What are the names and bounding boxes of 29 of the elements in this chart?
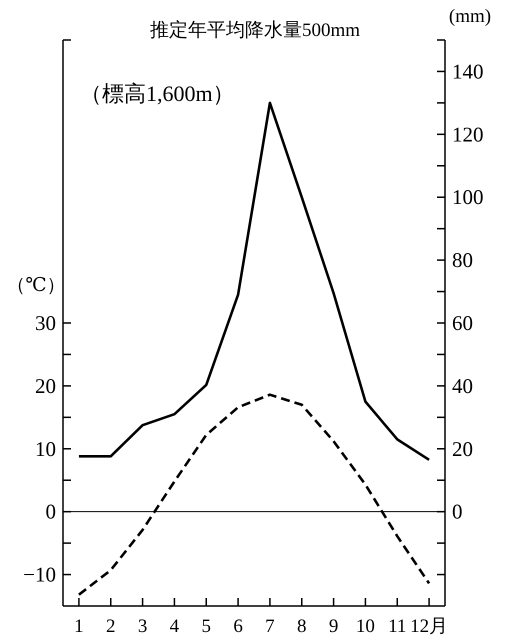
x-tick-label: 11 xyxy=(388,616,406,637)
y-tick-label: 20 xyxy=(35,374,56,398)
y-tick-label: 10 xyxy=(35,436,56,461)
x-tick-label: 1 xyxy=(74,616,84,637)
x-tick-label: 4 xyxy=(170,616,180,637)
y-tick-label: 0 xyxy=(46,500,56,524)
x-tick-label: 5 xyxy=(202,616,211,637)
annotation: （標高1,600m） xyxy=(80,81,235,106)
y2-tick-label: 120 xyxy=(452,122,484,146)
y2-axis-title: (mm) xyxy=(448,6,492,27)
x-tick-label: 10 xyxy=(356,616,375,637)
y2-tick-label: 0 xyxy=(452,500,462,524)
y2-tick-label: 100 xyxy=(452,185,484,210)
annotation: 推定年平均降水量500mm xyxy=(150,19,360,41)
y2-tick-label: 140 xyxy=(452,59,484,84)
y2-tick-label: 20 xyxy=(452,436,473,461)
x-tick-label: 7 xyxy=(265,616,275,637)
x-tick-label: 2 xyxy=(106,616,116,637)
x-tick-label: 12月 xyxy=(410,616,448,637)
y2-tick-label: 80 xyxy=(452,248,473,272)
y2-tick-label: 40 xyxy=(452,374,473,398)
x-tick-label: 3 xyxy=(138,616,148,637)
y-axis-title: （℃） xyxy=(6,275,66,296)
x-tick-label: 9 xyxy=(328,616,338,637)
y-tick-label: 30 xyxy=(35,311,56,335)
y-tick-label: −10 xyxy=(23,562,56,587)
y2-tick-label: 60 xyxy=(452,311,473,335)
x-tick-label: 8 xyxy=(297,616,306,637)
x-tick-label: 6 xyxy=(233,616,243,637)
